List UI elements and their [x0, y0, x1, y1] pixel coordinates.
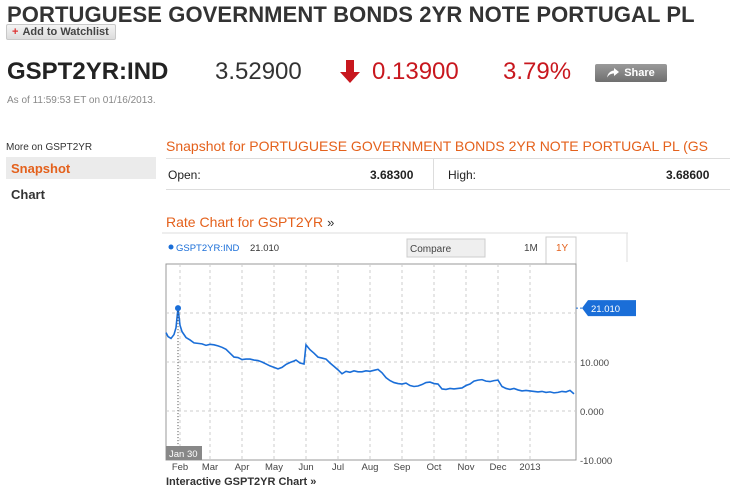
sidebar: More on GSPT2YR Snapshot Chart	[6, 142, 156, 205]
add-to-watchlist-button[interactable]: + Add to Watchlist	[6, 24, 116, 40]
rate-chart-svg: GSPT2YR:IND 21.010 Compare 1M 1Y Feb Mar A…	[162, 232, 636, 473]
page-title: PORTUGUESE GOVERNMENT BONDS 2YR NOTE POR…	[7, 2, 695, 27]
last-value-tag	[582, 300, 636, 317]
range-1y-tab[interactable]	[545, 236, 577, 264]
open-value: 3.68300	[370, 168, 414, 182]
x-tick-label: Apr	[235, 462, 250, 473]
hover-point	[175, 305, 181, 312]
rate-chart-title-text: Rate Chart for GSPT2YR	[166, 214, 324, 230]
interactive-chart-label: Interactive GSPT2YR Chart	[166, 476, 308, 488]
high-label: High:	[448, 168, 477, 182]
snapshot-table: Open: 3.68300 High: 3.68600	[166, 158, 730, 190]
share-label: Share	[624, 67, 655, 79]
x-tick-label: Oct	[427, 462, 442, 473]
hover-date-badge	[166, 446, 202, 460]
y-tick-label: 0.000	[580, 407, 604, 418]
sidebar-item-snapshot[interactable]: Snapshot	[6, 157, 156, 179]
legend-series-value: 21.010	[250, 243, 279, 254]
down-arrow-icon	[340, 60, 360, 83]
x-tick-label: Aug	[362, 462, 379, 473]
compare-input[interactable]	[406, 238, 486, 258]
price-change: 0.13900	[372, 58, 459, 85]
range-1m-button[interactable]: 1M	[524, 243, 538, 254]
high-value: 3.68600	[666, 168, 710, 182]
plot-area: Feb Mar Apr May Jun Jul Aug Sep Oct Nov Dec 2013 -10…	[165, 263, 636, 473]
quote-row: GSPT2YR:IND 3.52900 0.13900 3.79% Share	[7, 58, 727, 90]
open-label: Open:	[168, 168, 201, 182]
x-tick-label: Sep	[394, 462, 411, 473]
rate-chart: GSPT2YR:IND 21.010 Compare 1M 1Y Feb Mar A…	[162, 232, 636, 473]
x-tick-label: Feb	[172, 462, 188, 473]
double-chevron-right-icon: »	[327, 215, 335, 230]
price-change-percent: 3.79%	[503, 58, 572, 85]
legend-series-label: GSPT2YR:IND	[176, 243, 239, 254]
x-tick-label: May	[265, 462, 283, 473]
double-chevron-right-icon: »	[310, 476, 317, 488]
x-tick-label: Nov	[458, 462, 475, 473]
y-tick-label: 10.000	[580, 358, 609, 369]
series-line-gspt2yr	[165, 308, 575, 395]
snapshot-title: Snapshot for PORTUGUESE GOVERNMENT BONDS…	[166, 138, 708, 154]
as-of-timestamp: As of 11:59:53 ET on 01/16/2013.	[7, 95, 156, 106]
snapshot-divider	[433, 159, 434, 190]
last-price: 3.52900	[215, 58, 302, 85]
x-tick-label: Jul	[332, 462, 344, 473]
sidebar-more-label: More on GSPT2YR	[6, 142, 93, 153]
x-tick-label: Mar	[202, 462, 218, 473]
compare-label: Compare	[410, 244, 452, 255]
x-tick-label: Dec	[490, 462, 507, 473]
hover-date-label: Jan 30	[169, 449, 198, 460]
legend-dot-icon	[168, 244, 174, 250]
ticker-symbol: GSPT2YR:IND	[7, 58, 169, 85]
interactive-chart-link[interactable]: Interactive GSPT2YR Chart »	[166, 476, 316, 488]
share-button[interactable]: Share	[595, 64, 667, 82]
y-tick-label: -10.000	[580, 456, 612, 467]
plus-icon: +	[12, 26, 19, 38]
sidebar-item-chart[interactable]: Chart	[11, 187, 45, 202]
range-1y-button[interactable]: 1Y	[556, 243, 569, 254]
x-tick-label: Jun	[298, 462, 313, 473]
share-arrow-icon	[607, 68, 620, 78]
x-tick-label: 2013	[519, 462, 540, 473]
rate-chart-title[interactable]: Rate Chart for GSPT2YR»	[166, 214, 334, 230]
add-to-watchlist-label: Add to Watchlist	[22, 26, 109, 38]
last-value-label: 21.010	[591, 304, 620, 315]
